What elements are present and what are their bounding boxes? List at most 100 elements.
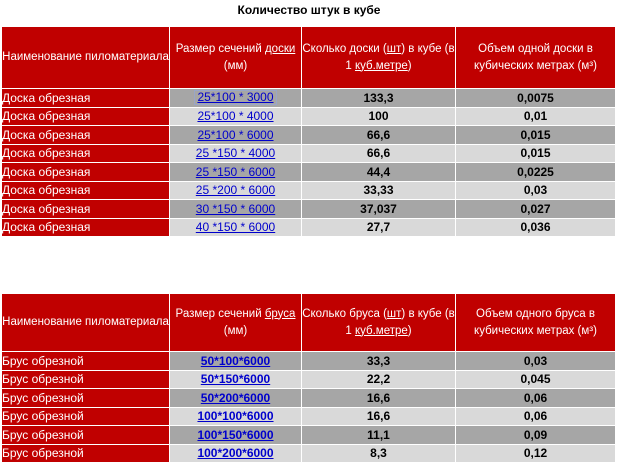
- header-count-prefix: Сколько бруса (: [302, 307, 387, 320]
- row-name: Доска обрезная: [1, 162, 170, 182]
- header-count-suffix: ): [407, 324, 412, 337]
- row-size-cell: 100*150*6000: [169, 425, 302, 445]
- row-size-link[interactable]: 50*200*6000: [200, 390, 271, 405]
- table-header-row: Наименование пиломатериала Размер сечени…: [1, 26, 616, 89]
- row-size-link[interactable]: 30 *150 * 6000: [195, 201, 276, 216]
- row-volume: 0,06: [455, 388, 616, 408]
- row-count: 8,3: [301, 443, 456, 463]
- row-name: Брус обрезной: [1, 369, 170, 389]
- row-volume: 0,12: [455, 443, 616, 463]
- table-row: Брус обрезной 100*200*6000 8,3 0,12: [1, 443, 616, 463]
- row-size-cell: 25 *200 * 6000: [169, 180, 302, 200]
- row-volume: 0,03: [455, 351, 616, 371]
- beams-table-body: Брус обрезной 50*100*6000 33,3 0,03 Брус…: [1, 351, 616, 463]
- row-size-link[interactable]: 100*200*6000: [197, 446, 274, 461]
- table-row: Брус обрезной 50*150*6000 22,2 0,045: [1, 369, 616, 389]
- header-count: Сколько доски (шт) в кубе (в 1 куб.метре…: [301, 26, 456, 89]
- row-size-cell: 30 *150 * 6000: [169, 199, 302, 219]
- table-row: Доска обрезная 25*100 * 6000 66,6 0,015: [1, 125, 616, 145]
- header-name: Наименование пиломатериала: [1, 26, 170, 89]
- row-size-link[interactable]: 100*100*6000: [197, 409, 274, 424]
- row-size-cell: 50*200*6000: [169, 388, 302, 408]
- row-name: Брус обрезной: [1, 406, 170, 426]
- row-size-cell: 25 *150 * 6000: [169, 162, 302, 182]
- row-size-link[interactable]: 25 *150 * 4000: [195, 146, 276, 161]
- row-count: 33,33: [301, 180, 456, 200]
- row-volume: 0,01: [455, 106, 616, 126]
- row-size-cell: 25*100 * 3000: [169, 88, 302, 108]
- row-volume: 0,045: [455, 369, 616, 389]
- row-name: Доска обрезная: [1, 217, 170, 237]
- row-volume: 0,0075: [455, 88, 616, 108]
- header-volume: Объем одного бруса в кубических метрах (…: [455, 293, 616, 352]
- table-row: Брус обрезной 100*100*6000 16,6 0,06: [1, 406, 616, 426]
- row-count: 22,2: [301, 369, 456, 389]
- row-count: 44,4: [301, 162, 456, 182]
- table-row: Доска обрезная 30 *150 * 6000 37,037 0,0…: [1, 199, 616, 219]
- table-row: Доска обрезная 25 *150 * 6000 44,4 0,022…: [1, 162, 616, 182]
- row-size-link[interactable]: 25 *150 * 6000: [195, 164, 276, 179]
- table-row: Брус обрезной 100*150*6000 11,1 0,09: [1, 425, 616, 445]
- row-count: 66,6: [301, 125, 456, 145]
- row-count: 100: [301, 106, 456, 126]
- row-size-cell: 50*100*6000: [169, 351, 302, 371]
- row-name: Доска обрезная: [1, 106, 170, 126]
- header-count-mid: ) в кубе (в 1: [345, 307, 455, 337]
- header-count-mid: ) в кубе (в 1: [345, 42, 455, 72]
- row-size-link[interactable]: 50*100*6000: [200, 353, 271, 368]
- row-count: 133,3: [301, 88, 456, 108]
- row-size-link[interactable]: 50*150*6000: [200, 372, 271, 387]
- table-row: Доска обрезная 25 *150 * 4000 66,6 0,015: [1, 143, 616, 163]
- row-size-cell: 25*100 * 6000: [169, 125, 302, 145]
- row-size-cell: 50*150*6000: [169, 369, 302, 389]
- row-size-link[interactable]: 25*100 * 3000: [194, 90, 277, 106]
- boards-table-body: Доска обрезная 25*100 * 3000 133,3 0,007…: [1, 88, 616, 237]
- table-row: Брус обрезной 50*100*6000 33,3 0,03: [1, 351, 616, 371]
- header-size-word: доски: [264, 42, 296, 55]
- row-volume: 0,015: [455, 143, 616, 163]
- row-count: 16,6: [301, 406, 456, 426]
- header-count-unit: шт: [386, 307, 402, 320]
- row-name: Доска обрезная: [1, 180, 170, 200]
- row-size-link[interactable]: 25*100 * 4000: [197, 109, 274, 124]
- row-name: Брус обрезной: [1, 351, 170, 371]
- row-size-link[interactable]: 25 *200 * 6000: [195, 183, 276, 198]
- table-header-row: Наименование пиломатериала Размер сечени…: [1, 293, 616, 352]
- header-size-prefix: Размер сечений: [175, 307, 265, 320]
- row-volume: 0,015: [455, 125, 616, 145]
- row-size-cell: 100*100*6000: [169, 406, 302, 426]
- row-volume: 0,06: [455, 406, 616, 426]
- table-row: Доска обрезная 25 *200 * 6000 33,33 0,03: [1, 180, 616, 200]
- row-name: Доска обрезная: [1, 199, 170, 219]
- header-count-suffix: ): [407, 59, 412, 72]
- table-row: Доска обрезная 25*100 * 4000 100 0,01: [1, 106, 616, 126]
- table-row: Доска обрезная 40 *150 * 6000 27,7 0,036: [1, 217, 616, 237]
- page-title: Количество штук в кубе: [237, 3, 381, 17]
- header-count-unit: шт: [386, 42, 402, 55]
- row-volume: 0,03: [455, 180, 616, 200]
- header-count: Сколько бруса (шт) в кубе (в 1 куб.метре…: [301, 293, 456, 352]
- row-size-link[interactable]: 100*150*6000: [197, 427, 274, 442]
- table-row: Брус обрезной 50*200*6000 16,6 0,06: [1, 388, 616, 408]
- row-count: 37,037: [301, 199, 456, 219]
- row-count: 27,7: [301, 217, 456, 237]
- row-size-cell: 25 *150 * 4000: [169, 143, 302, 163]
- row-volume: 0,036: [455, 217, 616, 237]
- row-size-link[interactable]: 40 *150 * 6000: [195, 220, 276, 235]
- row-volume: 0,09: [455, 425, 616, 445]
- row-name: Доска обрезная: [1, 143, 170, 163]
- row-count: 16,6: [301, 388, 456, 408]
- header-size-suffix: (мм): [223, 59, 248, 72]
- header-size: Размер сечений бруса (мм): [169, 293, 302, 352]
- row-name: Брус обрезной: [1, 443, 170, 463]
- header-name: Наименование пиломатериала: [1, 293, 170, 352]
- row-name: Доска обрезная: [1, 88, 170, 108]
- boards-table: Наименование пиломатериала Размер сечени…: [1, 26, 616, 237]
- row-name: Брус обрезной: [1, 388, 170, 408]
- row-size-link[interactable]: 25*100 * 6000: [197, 127, 274, 142]
- header-count-prefix: Сколько доски (: [302, 42, 387, 55]
- row-name: Брус обрезной: [1, 425, 170, 445]
- row-count: 11,1: [301, 425, 456, 445]
- header-count-cube: куб.метре: [354, 59, 408, 72]
- header-size-suffix: (мм): [223, 324, 248, 337]
